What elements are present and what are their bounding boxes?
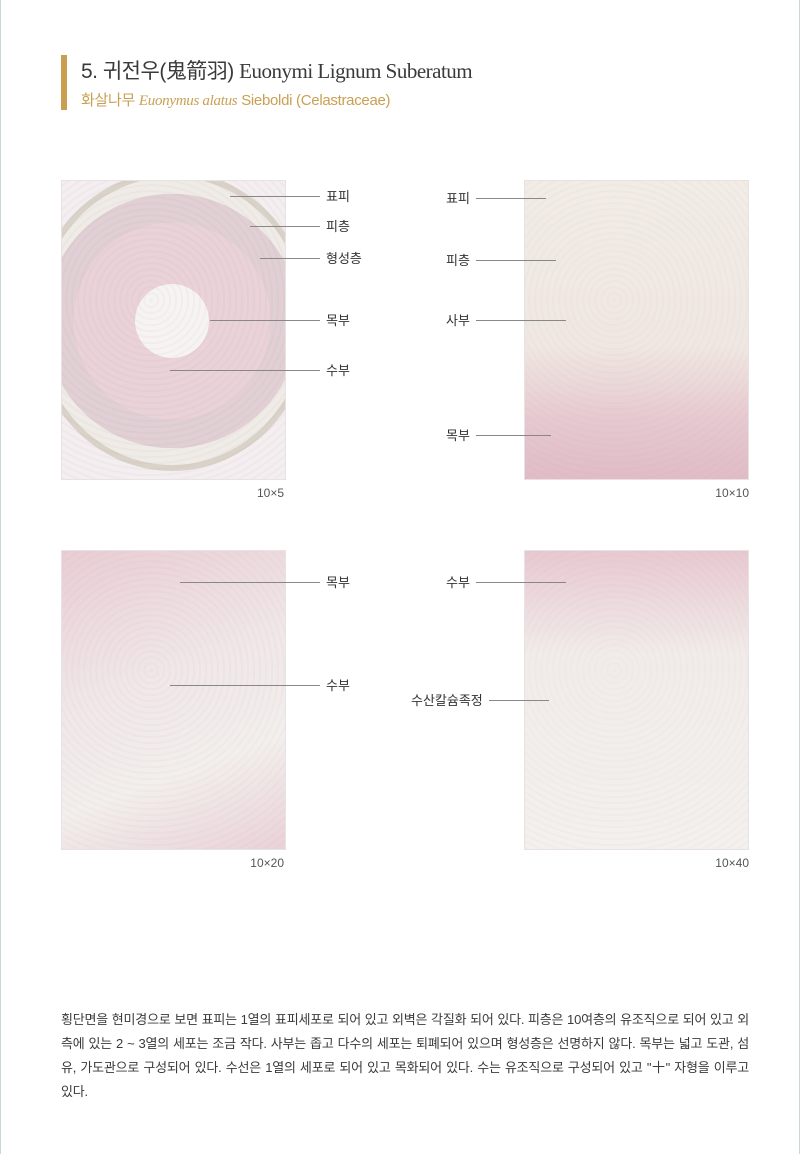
label-tl-3: 목부 xyxy=(326,310,350,329)
label-tl-2: 형성층 xyxy=(326,248,362,267)
figure-grid: 10×5 표피 피층 형성층 목부 수부 10×10 xyxy=(61,180,749,900)
label-tr-3: 목부 xyxy=(446,425,470,444)
figure-br: 10×40 xyxy=(524,550,749,870)
label-tr-2: 사부 xyxy=(446,310,470,329)
figure-tr: 10×10 xyxy=(524,180,749,500)
entry-number: 5. xyxy=(81,60,98,83)
figure-bl: 10×20 xyxy=(61,550,286,870)
subtitle-line: 화살나무 Euonymus alatus Sieboldi (Celastrac… xyxy=(81,89,749,110)
label-br-1: 수산칼슘족정 xyxy=(411,690,483,709)
caption-tr: 10×10 xyxy=(524,486,749,500)
species-author: Sieboldi xyxy=(241,92,292,109)
label-bl-1: 수부 xyxy=(326,675,350,694)
entry-header: 5. 귀전우(鬼箭羽) Euonymi Lignum Suberatum 화살나… xyxy=(61,55,749,110)
label-tl-1: 피층 xyxy=(326,216,350,235)
figure-tl: 10×5 xyxy=(61,180,286,500)
label-tl-0: 표피 xyxy=(326,186,350,205)
species-family: (Celastraceae) xyxy=(296,92,390,109)
description-paragraph: 횡단면을 현미경으로 보면 표피는 1열의 표피세포로 되어 있고 외벽은 각질… xyxy=(61,1008,749,1104)
title-line: 5. 귀전우(鬼箭羽) Euonymi Lignum Suberatum xyxy=(81,55,749,85)
caption-br: 10×40 xyxy=(524,856,749,870)
entry-latin: Euonymi Lignum Suberatum xyxy=(239,59,472,83)
label-tr-0: 표피 xyxy=(446,188,470,207)
caption-tl: 10×5 xyxy=(61,486,286,500)
page: 5. 귀전우(鬼箭羽) Euonymi Lignum Suberatum 화살나… xyxy=(0,0,800,1154)
label-tr-1: 피층 xyxy=(446,250,470,269)
micrograph-10x20 xyxy=(61,550,286,850)
entry-korean: 귀전우(鬼箭羽) xyxy=(103,60,234,83)
label-tl-4: 수부 xyxy=(326,360,350,379)
species-italic: Euonymus alatus xyxy=(139,93,237,109)
caption-bl: 10×20 xyxy=(61,856,286,870)
micrograph-10x10 xyxy=(524,180,749,480)
common-korean: 화살나무 xyxy=(81,92,135,109)
label-bl-0: 목부 xyxy=(326,572,350,591)
label-br-0: 수부 xyxy=(446,572,470,591)
micrograph-10x40 xyxy=(524,550,749,850)
